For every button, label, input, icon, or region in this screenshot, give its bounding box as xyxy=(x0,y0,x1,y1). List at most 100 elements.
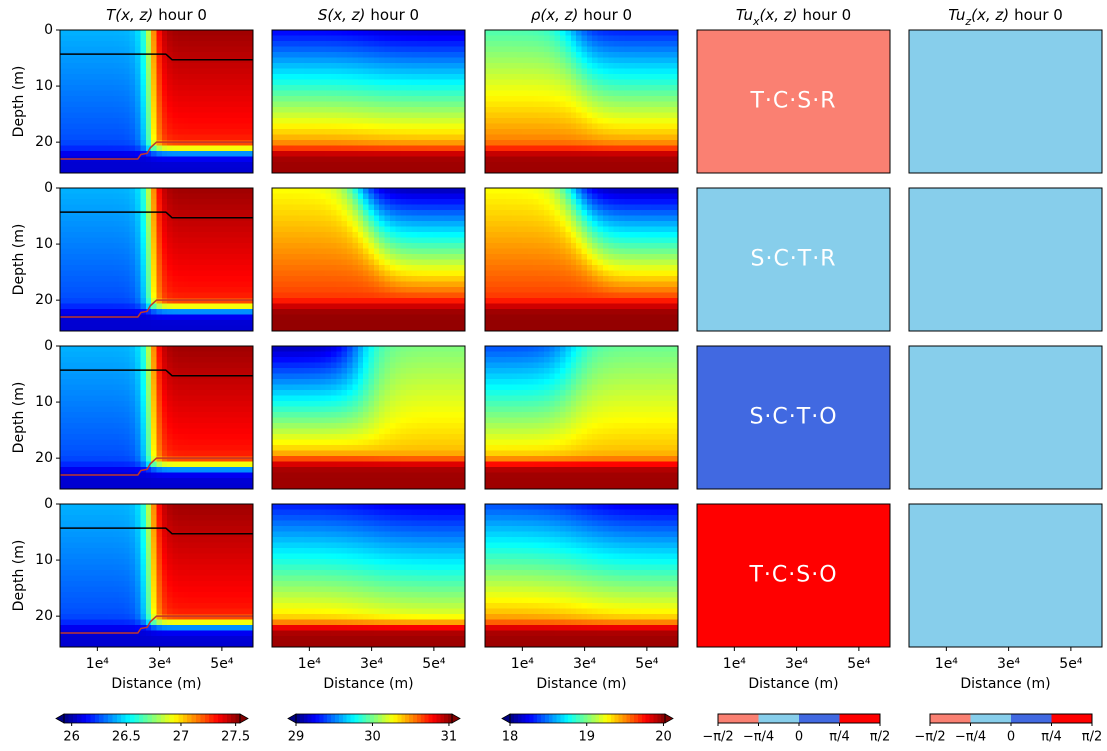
field-cell xyxy=(237,146,243,152)
field-cell xyxy=(108,456,114,462)
field-cell xyxy=(299,227,305,233)
field-cell xyxy=(140,293,146,299)
field-cell xyxy=(65,254,71,260)
field-cell xyxy=(401,63,407,69)
field-cell xyxy=(232,440,238,446)
field-cell xyxy=(135,368,141,374)
field-cell xyxy=(189,85,195,91)
field-cell xyxy=(390,118,396,124)
field-cell xyxy=(232,315,238,321)
field-cell xyxy=(114,379,120,385)
field-cell xyxy=(299,52,305,58)
field-cell xyxy=(92,625,98,631)
field-cell xyxy=(205,631,211,637)
field-cell xyxy=(65,298,71,304)
field-cell xyxy=(119,526,125,532)
field-cell xyxy=(81,368,87,374)
field-cell xyxy=(60,129,66,135)
field-cell xyxy=(167,357,173,363)
field-cell xyxy=(76,249,82,255)
field-cell xyxy=(194,346,200,352)
field-cell xyxy=(60,260,66,266)
field-cell xyxy=(178,96,184,102)
field-cell xyxy=(288,30,294,36)
field-cell xyxy=(167,287,173,293)
field-cell xyxy=(173,315,179,321)
field-cell xyxy=(242,199,248,205)
field-cell xyxy=(119,124,125,130)
field-cell xyxy=(232,320,238,326)
field-cell xyxy=(406,118,412,124)
field-cell xyxy=(242,249,248,255)
field-cell xyxy=(374,52,380,58)
field-cell xyxy=(60,69,66,75)
field-cell xyxy=(146,107,152,113)
field-cell xyxy=(76,636,82,642)
field-cell xyxy=(151,52,157,58)
field-cell xyxy=(422,102,428,108)
field-cell xyxy=(114,80,120,86)
field-cell xyxy=(103,456,109,462)
field-cell xyxy=(135,124,141,130)
field-cell xyxy=(232,570,238,576)
field-cell xyxy=(237,592,243,598)
field-cell xyxy=(358,36,364,42)
field-cell xyxy=(71,58,77,64)
field-cell xyxy=(81,85,87,91)
field-cell xyxy=(199,374,205,380)
field-cell xyxy=(81,587,87,593)
field-cell xyxy=(358,63,364,69)
field-cell xyxy=(157,30,163,36)
field-cell xyxy=(232,205,238,211)
field-cell xyxy=(173,260,179,266)
field-cell xyxy=(146,456,152,462)
field-cell xyxy=(215,91,221,97)
field-cell xyxy=(242,478,248,484)
field-cell xyxy=(130,107,136,113)
field-cell xyxy=(173,445,179,451)
field-cell xyxy=(135,510,141,516)
field-cell xyxy=(417,124,423,130)
field-cell xyxy=(108,412,114,418)
field-cell xyxy=(277,232,283,238)
field-cell xyxy=(119,304,125,310)
field-cell xyxy=(237,47,243,53)
field-cell xyxy=(60,91,66,97)
field-cell xyxy=(427,58,433,64)
field-cell xyxy=(162,429,168,435)
field-cell xyxy=(130,113,136,119)
field-cell xyxy=(272,221,278,227)
field-cell xyxy=(81,249,87,255)
field-cell xyxy=(336,96,342,102)
field-cell xyxy=(140,58,146,64)
field-cell xyxy=(237,80,243,86)
field-cell xyxy=(65,570,71,576)
colorbar-cell xyxy=(156,714,161,723)
field-cell xyxy=(232,592,238,598)
field-cell xyxy=(119,565,125,571)
field-cell xyxy=(146,254,152,260)
field-cell xyxy=(438,113,444,119)
field-cell xyxy=(178,609,184,615)
field-cell xyxy=(310,129,316,135)
field-cell xyxy=(167,456,173,462)
field-cell xyxy=(157,620,163,626)
field-cell xyxy=(173,74,179,80)
field-cell xyxy=(293,260,299,266)
field-cell xyxy=(167,69,173,75)
field-cell xyxy=(71,407,77,413)
field-cell xyxy=(304,199,310,205)
field-cell xyxy=(221,570,227,576)
field-cell xyxy=(71,227,77,233)
field-cell xyxy=(221,91,227,97)
field-cell xyxy=(140,194,146,200)
field-cell xyxy=(379,151,385,157)
field-cell xyxy=(151,515,157,521)
field-cell xyxy=(114,320,120,326)
field-cell xyxy=(288,243,294,249)
field-cell xyxy=(242,41,248,47)
field-cell xyxy=(232,631,238,637)
field-cell xyxy=(98,548,104,554)
field-cell xyxy=(140,238,146,244)
field-cell xyxy=(124,287,130,293)
